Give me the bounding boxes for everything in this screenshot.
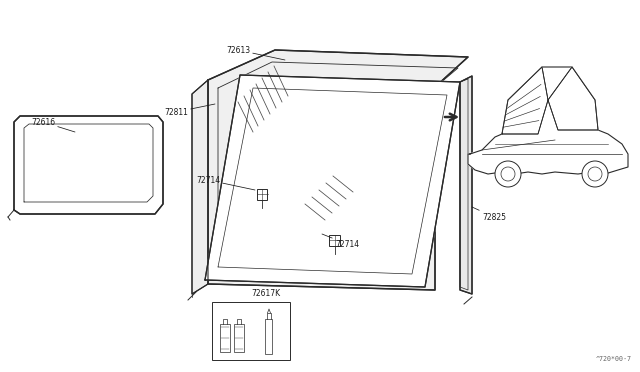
Polygon shape (205, 75, 460, 287)
Text: 72825: 72825 (472, 207, 506, 221)
Text: 72613: 72613 (226, 45, 285, 60)
Polygon shape (14, 116, 163, 214)
Polygon shape (192, 80, 208, 294)
Polygon shape (460, 76, 472, 294)
Text: 72811: 72811 (164, 104, 215, 116)
Circle shape (495, 161, 521, 187)
Text: 72617K: 72617K (251, 289, 280, 298)
Polygon shape (208, 50, 468, 290)
Polygon shape (502, 67, 548, 134)
Text: (CAN): (CAN) (251, 305, 272, 311)
Polygon shape (468, 67, 628, 174)
Polygon shape (548, 67, 598, 130)
FancyBboxPatch shape (257, 189, 268, 199)
Text: 72616: 72616 (31, 118, 75, 132)
Text: ^720*00·7: ^720*00·7 (596, 356, 632, 362)
Bar (234, 324, 244, 352)
Text: 72714: 72714 (196, 176, 255, 190)
Bar (212, 302, 290, 360)
Text: 72714: 72714 (322, 234, 359, 248)
Bar (266, 319, 273, 354)
Circle shape (582, 161, 608, 187)
FancyBboxPatch shape (330, 234, 340, 246)
Bar (220, 324, 230, 352)
